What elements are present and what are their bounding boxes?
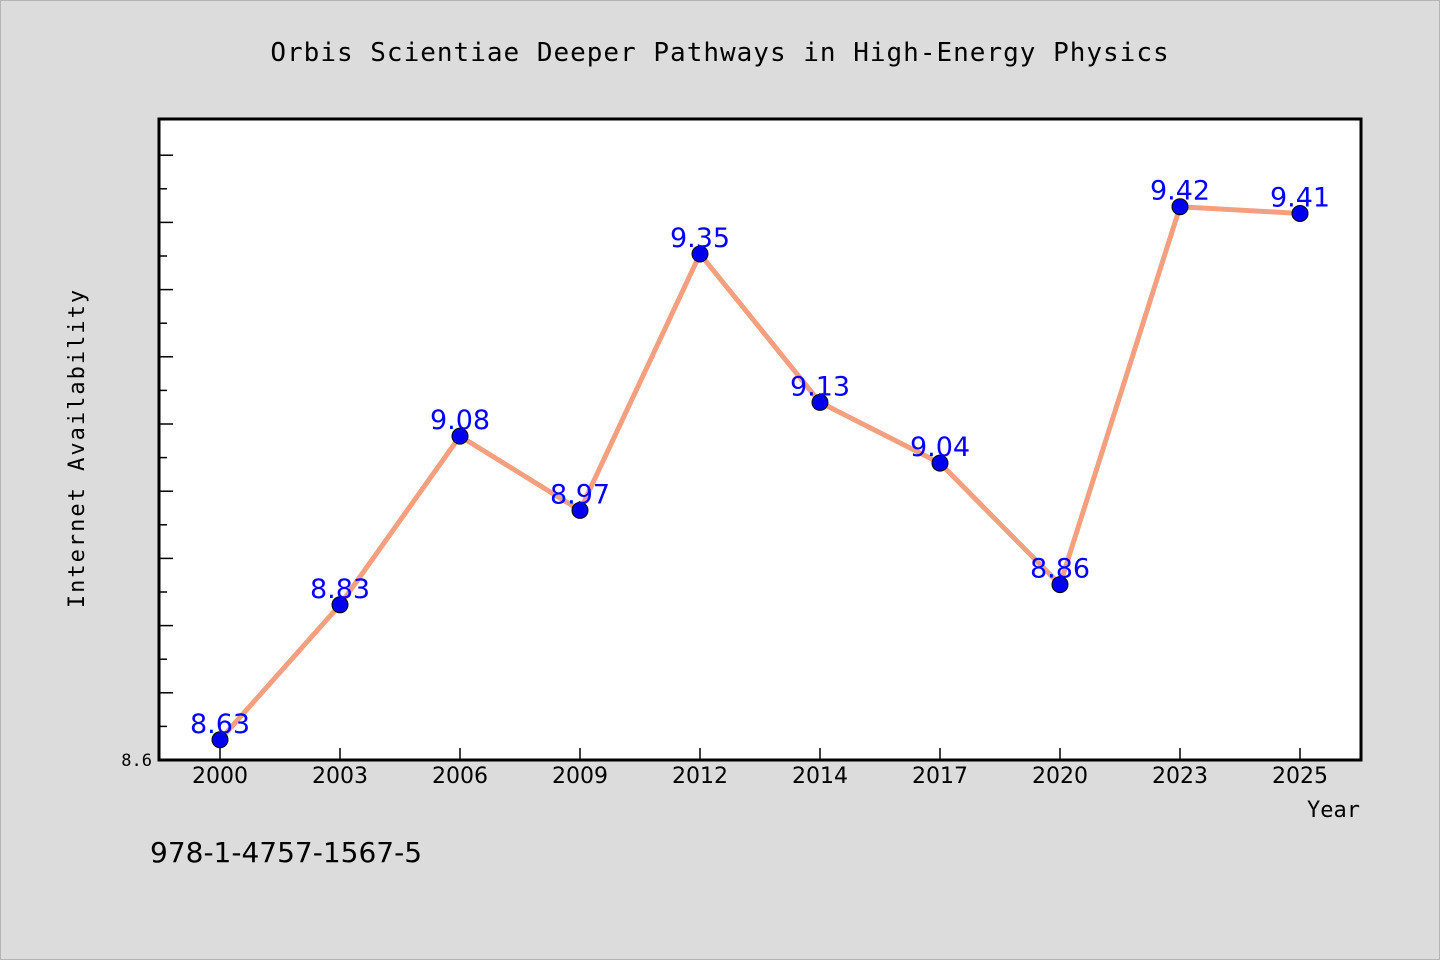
isbn-text: 978-1-4757-1567-5 bbox=[150, 836, 422, 869]
data-label: 8.83 bbox=[310, 574, 370, 605]
data-point bbox=[691, 245, 709, 263]
x-tick-label: 2003 bbox=[312, 764, 368, 789]
series-line bbox=[218, 204, 1301, 742]
data-point bbox=[811, 393, 829, 411]
data-point bbox=[1051, 576, 1069, 594]
data-label: 9.41 bbox=[1270, 182, 1330, 213]
x-axis-ticks bbox=[219, 748, 1301, 760]
data-label: 9.35 bbox=[670, 223, 730, 254]
data-label: 9.04 bbox=[910, 432, 970, 463]
data-label: 9.08 bbox=[430, 405, 490, 436]
data-point bbox=[451, 427, 469, 445]
x-tick-label: 2009 bbox=[552, 764, 608, 789]
x-tick-label: 2025 bbox=[1272, 764, 1328, 789]
x-tick-label: 2012 bbox=[672, 764, 728, 789]
x-tick-label: 2014 bbox=[792, 764, 848, 789]
x-tick-label: 2006 bbox=[432, 764, 488, 789]
chart-title: Orbis Scientiae Deeper Pathways in High-… bbox=[270, 38, 1169, 68]
y-axis-ticks bbox=[159, 154, 173, 761]
x-axis-label: Year bbox=[1307, 798, 1360, 823]
y-tick-label: 8.6 bbox=[121, 751, 152, 771]
plot-area bbox=[157, 117, 1363, 762]
data-point bbox=[1171, 198, 1189, 216]
data-point bbox=[571, 501, 589, 519]
x-axis-tick-labels: 2000 2003 2006 2009 2012 2014 2017 2020 2023 2025 bbox=[192, 764, 1328, 789]
data-label: 8.86 bbox=[1030, 554, 1090, 585]
y-axis-label: Internet Availability bbox=[65, 288, 90, 608]
series-line-group bbox=[218, 204, 1301, 742]
x-tick-label: 2017 bbox=[912, 764, 968, 789]
data-labels: 8.63 8.83 9.08 8.97 9.35 9.13 9.04 8.86 9.42 9.41 bbox=[190, 176, 1330, 740]
data-point bbox=[211, 731, 229, 749]
data-label: 9.42 bbox=[1150, 176, 1210, 207]
data-point bbox=[931, 454, 949, 472]
x-tick-label: 2020 bbox=[1032, 764, 1088, 789]
data-point bbox=[1291, 204, 1309, 222]
series-markers bbox=[211, 198, 1309, 749]
data-label: 8.63 bbox=[190, 709, 250, 740]
data-label: 8.97 bbox=[550, 479, 610, 510]
data-point bbox=[331, 596, 349, 614]
x-tick-label: 2000 bbox=[192, 764, 248, 789]
data-label: 9.13 bbox=[790, 371, 850, 402]
x-tick-label: 2023 bbox=[1152, 764, 1208, 789]
